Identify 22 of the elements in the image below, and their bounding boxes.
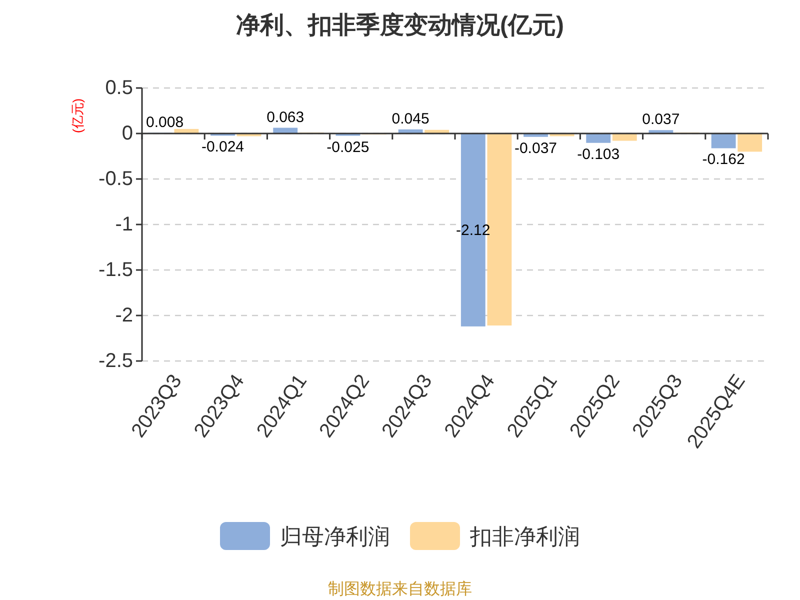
data-label: -0.162 <box>702 150 745 168</box>
data-label: -0.037 <box>514 139 558 156</box>
legend-label: 归母净利润 <box>280 524 390 548</box>
y-tick-label: -1.5 <box>98 259 133 281</box>
y-axis-title: (亿元) <box>70 98 84 134</box>
data-label: 0.008 <box>146 113 184 130</box>
data-label: 0.045 <box>392 110 430 127</box>
data-label: -0.025 <box>326 138 370 156</box>
data-label: -0.024 <box>201 138 244 156</box>
data-label: -2.12 <box>456 221 490 238</box>
data-label: -0.103 <box>577 145 620 162</box>
y-tick-label: -2 <box>115 304 133 326</box>
data-label: 0.063 <box>266 108 304 126</box>
y-tick-label: 0.5 <box>105 77 133 99</box>
data-label: 0.037 <box>642 110 680 128</box>
chart-title: 净利、扣非季度变动情况(亿元) <box>236 12 564 38</box>
legend-label: 扣非净利润 <box>469 524 580 548</box>
text: 制图数据来自数据库 <box>328 580 472 598</box>
y-tick-label: -2.5 <box>98 350 133 372</box>
y-tick-label: -1 <box>115 214 133 236</box>
y-tick-label: -0.5 <box>98 168 133 190</box>
y-tick-label: 0 <box>122 122 133 144</box>
